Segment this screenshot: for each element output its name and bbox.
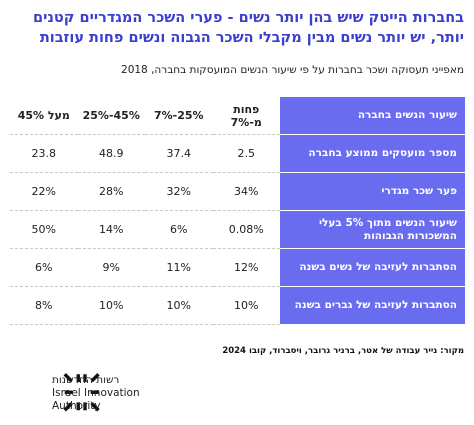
table-cell: 6% (10, 248, 78, 287)
column-header: מעל 45% (10, 97, 78, 135)
column-header: 25%-7% (145, 97, 213, 135)
table-row: שיעור הנשים מתוך 5% בעלי המשכורות הגבוהו… (10, 210, 465, 249)
table-cell: 10% (212, 286, 280, 325)
table-cell: 12% (212, 248, 280, 287)
table-cell: 32% (145, 172, 213, 211)
table-cell: 8% (10, 286, 78, 325)
logo-line: Israel Innovation (52, 387, 140, 399)
source: מקור: נייר עבודה של אטר, ברניר גרובר, וי… (222, 346, 464, 356)
row-label: שיעור הנשים מתוך 5% בעלי המשכורות הגבוהו… (280, 210, 465, 249)
table-cell: 10% (145, 286, 213, 325)
table-cell: 48.9 (77, 134, 145, 173)
title-line: יותר, יש יותר נשים מבין מקבלי השכר הגבוה… (39, 30, 464, 46)
subtitle: מאפייני תעסוקה ושכר בחברות על פי שיעור ה… (121, 64, 464, 76)
table-cell: 2.5 (212, 134, 280, 173)
table-cell: 14% (77, 210, 145, 249)
column-header: פחות מ-7% (212, 97, 280, 135)
table-row: פער שכר מגדרי 34% 32% 28% 22% (10, 172, 465, 211)
row-label: מספר מועסקים ממוצע בחברה (280, 134, 465, 173)
table-cell: 0.08% (212, 210, 280, 249)
table-cell: 11% (145, 248, 213, 287)
table-row: מספר מועסקים ממוצע בחברה 2.5 37.4 48.9 23.8 (10, 134, 465, 173)
title-line: בחברות הייטק שיש בהן יותר נשים - פערי הש… (32, 10, 464, 26)
table-row: הסתברות לעזיבה של נשים בשנה 12% 11% 9% 6% (10, 248, 465, 287)
logo-line: Authority (52, 400, 101, 412)
table-cell: 28% (77, 172, 145, 211)
row-label: הסתברות לעזיבה של גברים בשנה (280, 286, 465, 325)
data-table: שיעור הנשים בחברה פחות מ-7% 25%-7% 45%-25% מ… (10, 97, 465, 325)
table-row: שיעור הנשים בחברה פחות מ-7% 25%-7% 45%-25% מ… (10, 97, 465, 135)
table-cell: 50% (10, 210, 78, 249)
title: בחברות הייטק שיש בהן יותר נשים - פערי הש… (8, 8, 464, 48)
logo-icon (63, 373, 100, 412)
column-header: 45%-25% (77, 97, 145, 135)
table-cell: 34% (212, 172, 280, 211)
logo-line: רשות החדשנות (52, 374, 120, 386)
table-cell: 10% (77, 286, 145, 325)
logo-text: רשות החדשנות Israel Innovation Authority (52, 374, 140, 413)
table-cell: 6% (145, 210, 213, 249)
row-label: פער שכר מגדרי (280, 172, 465, 211)
table-cell: 37.4 (145, 134, 213, 173)
table-cell: 9% (77, 248, 145, 287)
row-label: הסתברות לעזיבה של נשים בשנה (280, 248, 465, 287)
table-cell: 23.8 (10, 134, 78, 173)
table-cell: 22% (10, 172, 78, 211)
row-label: שיעור הנשים בחברה (280, 97, 465, 135)
table-row: הסתברות לעזיבה של גברים בשנה 10% 10% 10% 8% (10, 286, 465, 325)
